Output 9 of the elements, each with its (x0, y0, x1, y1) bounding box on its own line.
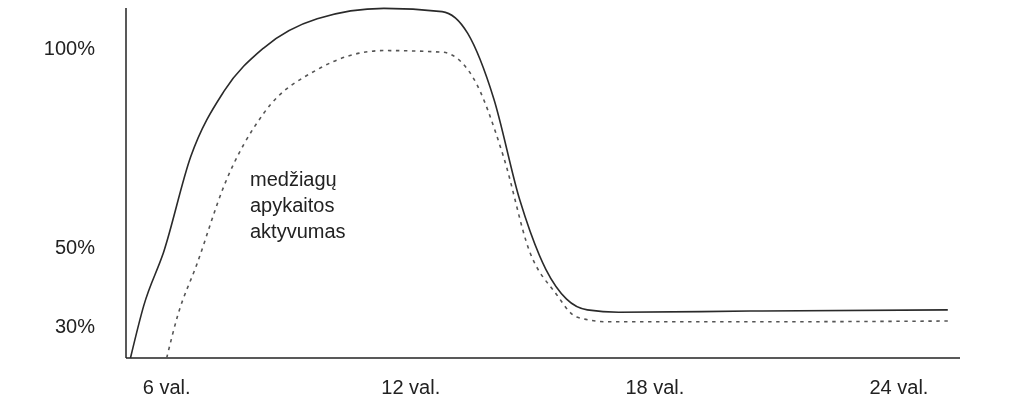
line-series (165, 49, 949, 359)
y-tick-label: 30% (54, 315, 96, 338)
x-tick-label: 18 val. (625, 376, 685, 398)
x-tick-label: 12 val. (381, 376, 441, 398)
annotation: medžiagų apykaitos aktyvumas (250, 168, 346, 242)
x-tick-label: 24 val. (869, 376, 929, 398)
y-tick-label: 50% (54, 235, 96, 258)
y-tick-label: 100% (43, 36, 96, 59)
x-tick-label: 6 val. (142, 376, 191, 398)
